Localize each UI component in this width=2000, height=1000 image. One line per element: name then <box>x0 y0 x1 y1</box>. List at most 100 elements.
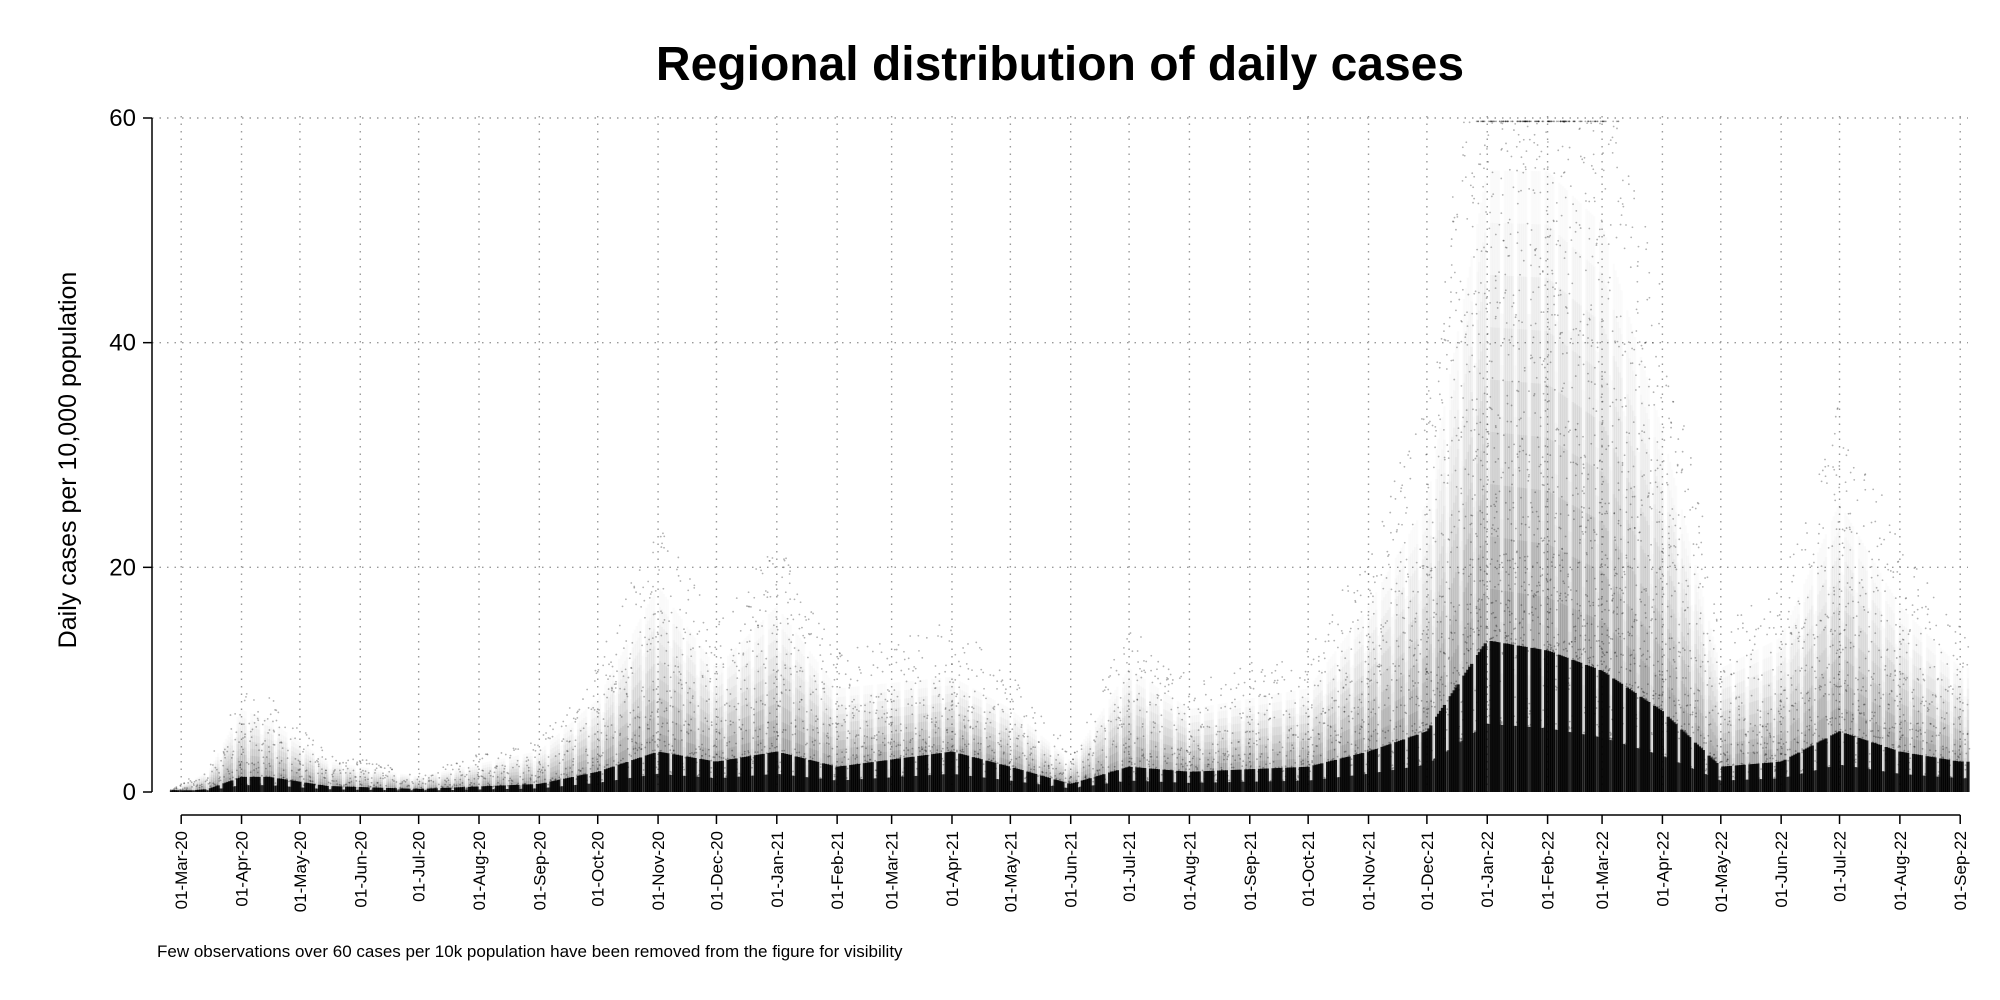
data-point <box>802 727 805 730</box>
data-point <box>369 785 372 788</box>
density-halo <box>257 749 261 757</box>
data-point <box>855 754 858 756</box>
data-point <box>478 758 481 761</box>
density-halo <box>871 685 873 694</box>
data-point <box>338 762 341 764</box>
data-point <box>578 708 581 711</box>
density-halo <box>325 769 329 773</box>
density-halo <box>197 782 200 784</box>
data-point <box>356 761 359 764</box>
data-point <box>223 748 226 751</box>
data-point <box>187 778 190 780</box>
density-halo <box>296 772 300 777</box>
data-point <box>626 777 629 780</box>
data-point <box>690 655 693 658</box>
density-halo <box>333 783 337 787</box>
density-halo <box>252 748 255 756</box>
data-point <box>821 660 824 663</box>
density-halo <box>388 775 391 778</box>
density-halo <box>178 789 181 790</box>
data-point <box>256 771 259 774</box>
data-point <box>322 784 324 787</box>
data-point <box>601 773 604 775</box>
density-halo <box>170 790 173 792</box>
density-halo <box>285 753 288 759</box>
density-halo <box>269 746 272 753</box>
data-point <box>509 754 512 757</box>
data-point <box>475 755 478 758</box>
data-point <box>470 785 473 788</box>
data-point <box>722 666 725 669</box>
data-point <box>761 625 763 627</box>
data-point <box>282 769 285 772</box>
density-halo <box>218 770 222 775</box>
density-halo <box>246 757 249 765</box>
density-halo <box>302 779 306 784</box>
data-point <box>374 771 376 774</box>
data-point <box>602 718 605 720</box>
data-point <box>856 679 859 682</box>
density-halo <box>378 773 381 776</box>
data-point <box>199 784 201 787</box>
density-halo <box>176 789 179 790</box>
data-point <box>802 755 805 758</box>
data-point <box>775 583 778 586</box>
density-halo <box>359 784 362 788</box>
density-halo <box>298 763 302 769</box>
density-halo <box>183 789 187 791</box>
density-core <box>255 776 259 792</box>
data-point <box>671 721 674 724</box>
data-point <box>612 736 615 739</box>
data-point <box>280 774 283 777</box>
density-halo <box>409 787 413 789</box>
density-halo <box>294 762 298 768</box>
data-point <box>563 753 566 756</box>
density-core <box>389 788 394 792</box>
data-point <box>209 763 212 766</box>
data-point <box>559 778 562 781</box>
density-core <box>352 786 357 792</box>
data-point <box>461 782 464 784</box>
density-halo <box>226 755 230 762</box>
density-halo <box>191 787 195 789</box>
data-point <box>715 728 718 731</box>
data-point <box>309 780 312 783</box>
density-core <box>397 790 401 792</box>
data-point <box>345 762 348 764</box>
data-point <box>453 784 456 787</box>
data-point <box>317 760 319 763</box>
density-halo <box>335 770 339 774</box>
density-halo <box>341 782 344 785</box>
density-core <box>382 790 386 792</box>
density-halo <box>209 774 212 777</box>
density-halo <box>185 786 189 788</box>
density-halo <box>195 784 198 786</box>
data-point <box>383 767 386 770</box>
data-point <box>692 620 695 623</box>
density-halo <box>612 681 614 692</box>
data-point <box>789 570 791 573</box>
density-halo <box>257 736 261 744</box>
density-halo <box>667 616 669 633</box>
data-point <box>779 622 782 625</box>
data-point <box>796 593 799 596</box>
data-point <box>229 714 232 716</box>
data-point <box>766 591 769 594</box>
density-core <box>224 782 228 792</box>
data-point <box>219 776 221 778</box>
data-point <box>853 714 855 717</box>
data-point <box>792 618 795 621</box>
density-halo <box>355 787 358 790</box>
data-point <box>218 771 220 774</box>
data-point <box>669 770 672 773</box>
density-core <box>274 785 279 792</box>
density-halo <box>267 738 270 746</box>
data-point <box>430 787 432 790</box>
density-halo <box>250 748 253 756</box>
density-halo <box>362 773 366 777</box>
data-point <box>736 768 738 771</box>
density-halo <box>183 786 187 788</box>
data-point <box>245 692 248 695</box>
data-point <box>859 763 862 766</box>
data-point <box>249 740 251 743</box>
